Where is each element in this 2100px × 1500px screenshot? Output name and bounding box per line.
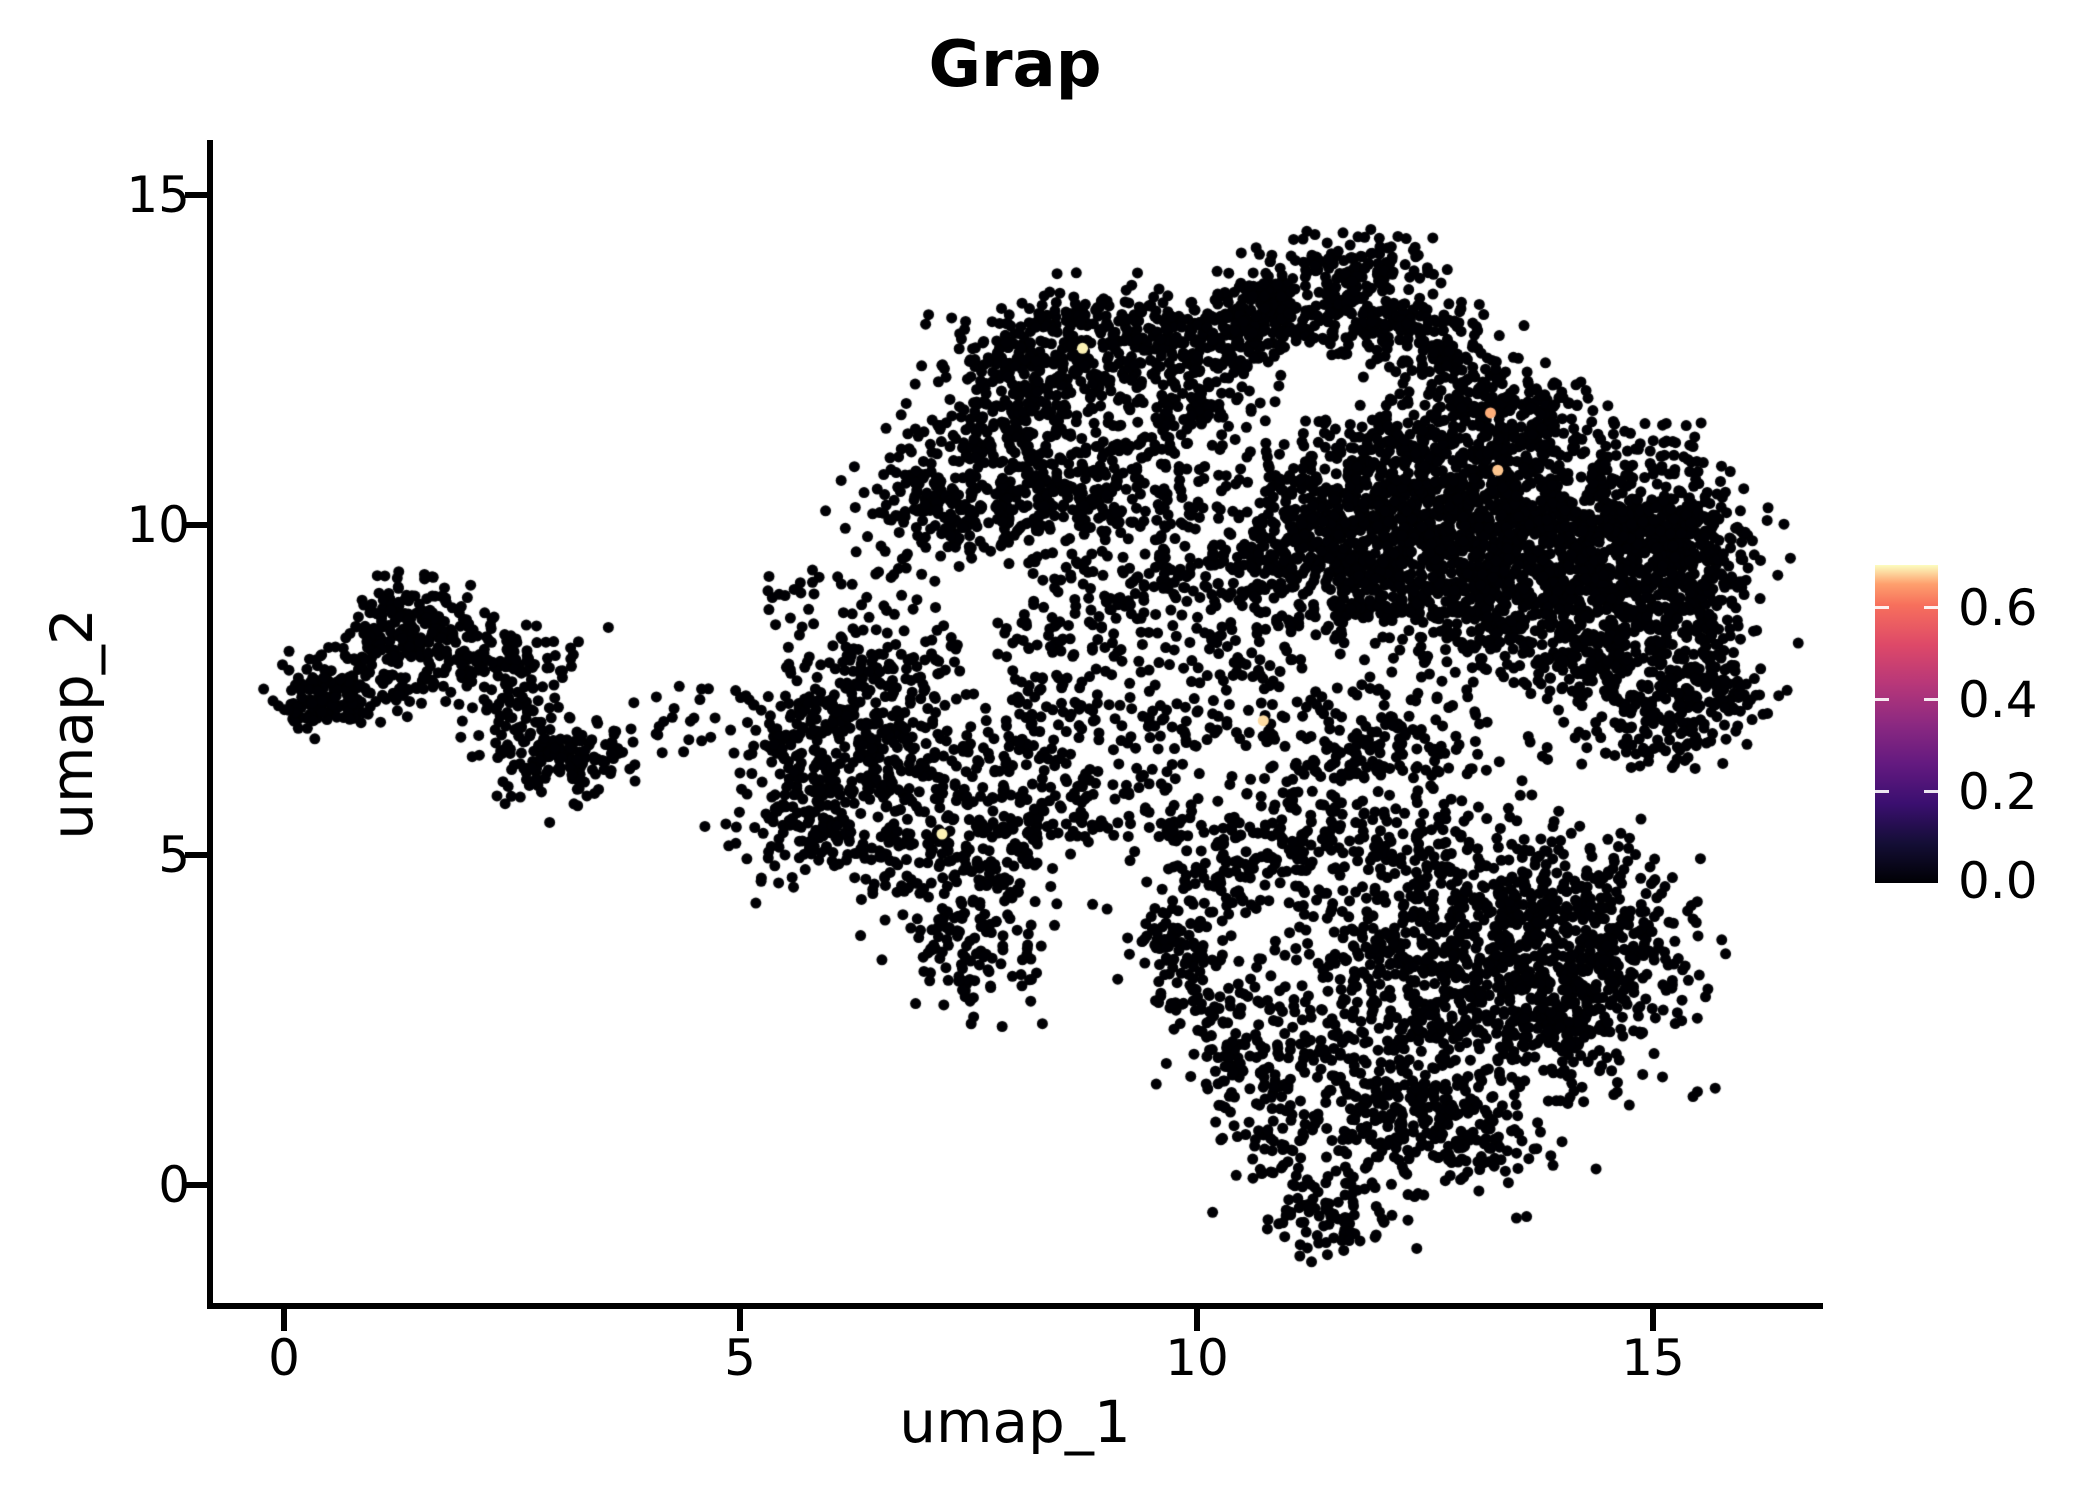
plot-title: Grap (928, 28, 1102, 102)
y-tick-label: 0 (158, 1156, 190, 1214)
y-tick-15 (185, 192, 207, 198)
y-tick-0 (185, 1182, 207, 1188)
x-tick-0 (281, 1309, 287, 1331)
colorbar-tick (1924, 790, 1938, 793)
x-tick-15 (1650, 1309, 1656, 1331)
x-tick-label: 15 (1621, 1329, 1685, 1387)
x-tick-label: 0 (268, 1329, 300, 1387)
x-tick-label: 5 (724, 1329, 756, 1387)
y-tick-label: 5 (158, 826, 190, 884)
y-axis-spine (207, 140, 213, 1309)
y-axis-label: umap_2 (38, 608, 106, 840)
colorbar-tick (1875, 790, 1889, 793)
x-tick-label: 10 (1165, 1329, 1229, 1387)
y-tick-5 (185, 852, 207, 858)
colorbar-tick (1875, 698, 1889, 701)
x-tick-5 (737, 1309, 743, 1331)
colorbar-gradient (1875, 565, 1938, 883)
x-axis-label: umap_1 (899, 1388, 1131, 1456)
y-tick-label: 15 (126, 166, 190, 224)
colorbar-label: 0.4 (1958, 671, 2038, 729)
y-tick-10 (185, 522, 207, 528)
colorbar-label: 0.2 (1958, 763, 2038, 821)
x-tick-10 (1194, 1309, 1200, 1331)
colorbar-tick (1875, 606, 1889, 609)
colorbar-tick (1924, 698, 1938, 701)
x-axis-spine (207, 1303, 1823, 1309)
colorbar-label: 0.6 (1958, 579, 2038, 637)
y-tick-label: 10 (126, 496, 190, 554)
colorbar-tick (1924, 606, 1938, 609)
colorbar-label: 0.0 (1958, 852, 2038, 910)
